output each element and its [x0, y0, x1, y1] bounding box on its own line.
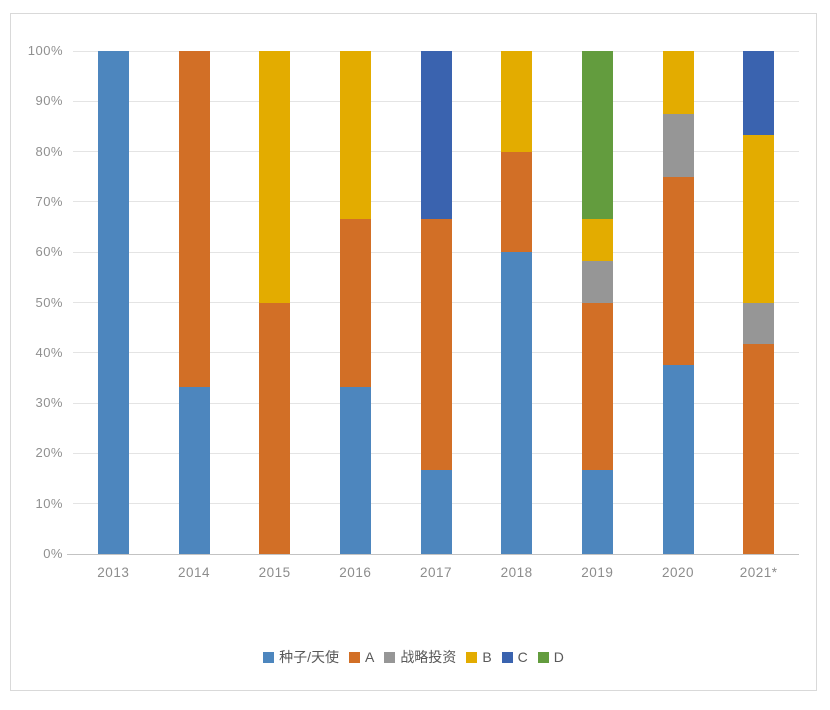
y-axis-tick-label: 80% [35, 143, 63, 159]
legend-swatch-icon [384, 651, 396, 663]
bar-segment [743, 302, 775, 345]
legend-swatch-icon [348, 651, 360, 663]
bar-segment [178, 51, 210, 387]
chart-card: 0% 10% 20% 30% 40% 50% 60% 70% 80% 90% 100% 2013 20… [10, 13, 817, 691]
legend-label: A [364, 649, 375, 665]
bar-segment [501, 51, 533, 152]
legend-swatch-icon [263, 651, 275, 663]
legend-swatch-icon [501, 651, 513, 663]
x-axis-category-label: 2018 [500, 565, 533, 580]
legend-swatch-icon [537, 651, 549, 663]
x-axis-line [67, 553, 799, 555]
bar-segment [420, 470, 452, 554]
x-axis-category-label: 2014 [177, 565, 211, 580]
bar-segment [97, 51, 129, 554]
x-axis-category-label: 2020 [661, 565, 695, 580]
gridline [73, 50, 799, 52]
legend-label: 种子/天使 [279, 649, 339, 665]
bar-segment [501, 151, 533, 253]
bar-segment [581, 470, 613, 554]
bar-segment [662, 51, 694, 114]
x-axis-category-label: 2017 [419, 565, 453, 580]
bar-segment [743, 344, 775, 554]
bar-2021* [743, 51, 775, 554]
x-axis-category-label: 2013 [97, 565, 130, 580]
legend-label: D [553, 649, 564, 665]
bar-segment [581, 218, 613, 261]
x-axis-category-label: 2015 [258, 565, 291, 580]
bar-segment [662, 365, 694, 554]
bar-2017 [420, 51, 452, 554]
bar-2018 [501, 51, 533, 554]
bar-2013 [97, 51, 129, 554]
bar-segment [420, 218, 452, 470]
bar-segment [178, 386, 210, 554]
plot-area [67, 50, 799, 555]
x-axis-category-label: 2016 [339, 565, 372, 580]
bar-segment [662, 113, 694, 177]
legend-swatch-icon [466, 651, 478, 663]
legend-label: 战略投资 [400, 649, 457, 665]
x-axis-category-label: 2021* [739, 565, 778, 580]
y-axis-tick-label: 10% [35, 495, 63, 511]
y-axis-tick-label: 20% [35, 445, 63, 461]
legend-item: 种子/天使 [263, 647, 339, 667]
y-axis-tick-label: 100% [27, 43, 63, 58]
y-axis-tick-label: 90% [35, 93, 63, 109]
bar-segment [581, 260, 613, 303]
legend-item: B [466, 649, 492, 665]
y-axis-tick-label: 40% [35, 344, 63, 360]
legend-label: C [517, 649, 528, 665]
legend-item: D [537, 649, 564, 665]
bar-segment [662, 176, 694, 366]
legend-item: C [501, 649, 528, 665]
bar-2016 [339, 51, 371, 554]
legend-label: B [482, 649, 492, 665]
bar-2015 [259, 51, 291, 554]
y-axis-tick-label: 30% [35, 395, 63, 411]
bar-segment [501, 252, 533, 554]
y-axis-tick-label: 50% [35, 294, 63, 310]
bar-segment [339, 218, 371, 387]
bar-segment [581, 51, 613, 219]
legend: 种子/天使 A 战略投资 B C D [11, 647, 816, 667]
bar-segment [339, 51, 371, 219]
bar-segment [420, 51, 452, 219]
bar-segment [259, 302, 291, 554]
bar-segment [581, 302, 613, 470]
x-axis-category-label: 2019 [581, 565, 614, 580]
legend-item: 战略投资 [384, 647, 456, 667]
bar-2014 [178, 51, 210, 554]
legend-item: A [348, 649, 375, 665]
y-axis-tick-label: 70% [35, 193, 63, 209]
y-axis-tick-label: 60% [35, 244, 63, 260]
bar-segment [743, 135, 775, 303]
y-axis-tick-label: 0% [43, 546, 63, 561]
bar-2020 [662, 51, 694, 554]
bar-segment [339, 386, 371, 554]
bar-segment [743, 51, 775, 136]
bar-2019 [581, 51, 613, 554]
bar-segment [259, 51, 291, 303]
